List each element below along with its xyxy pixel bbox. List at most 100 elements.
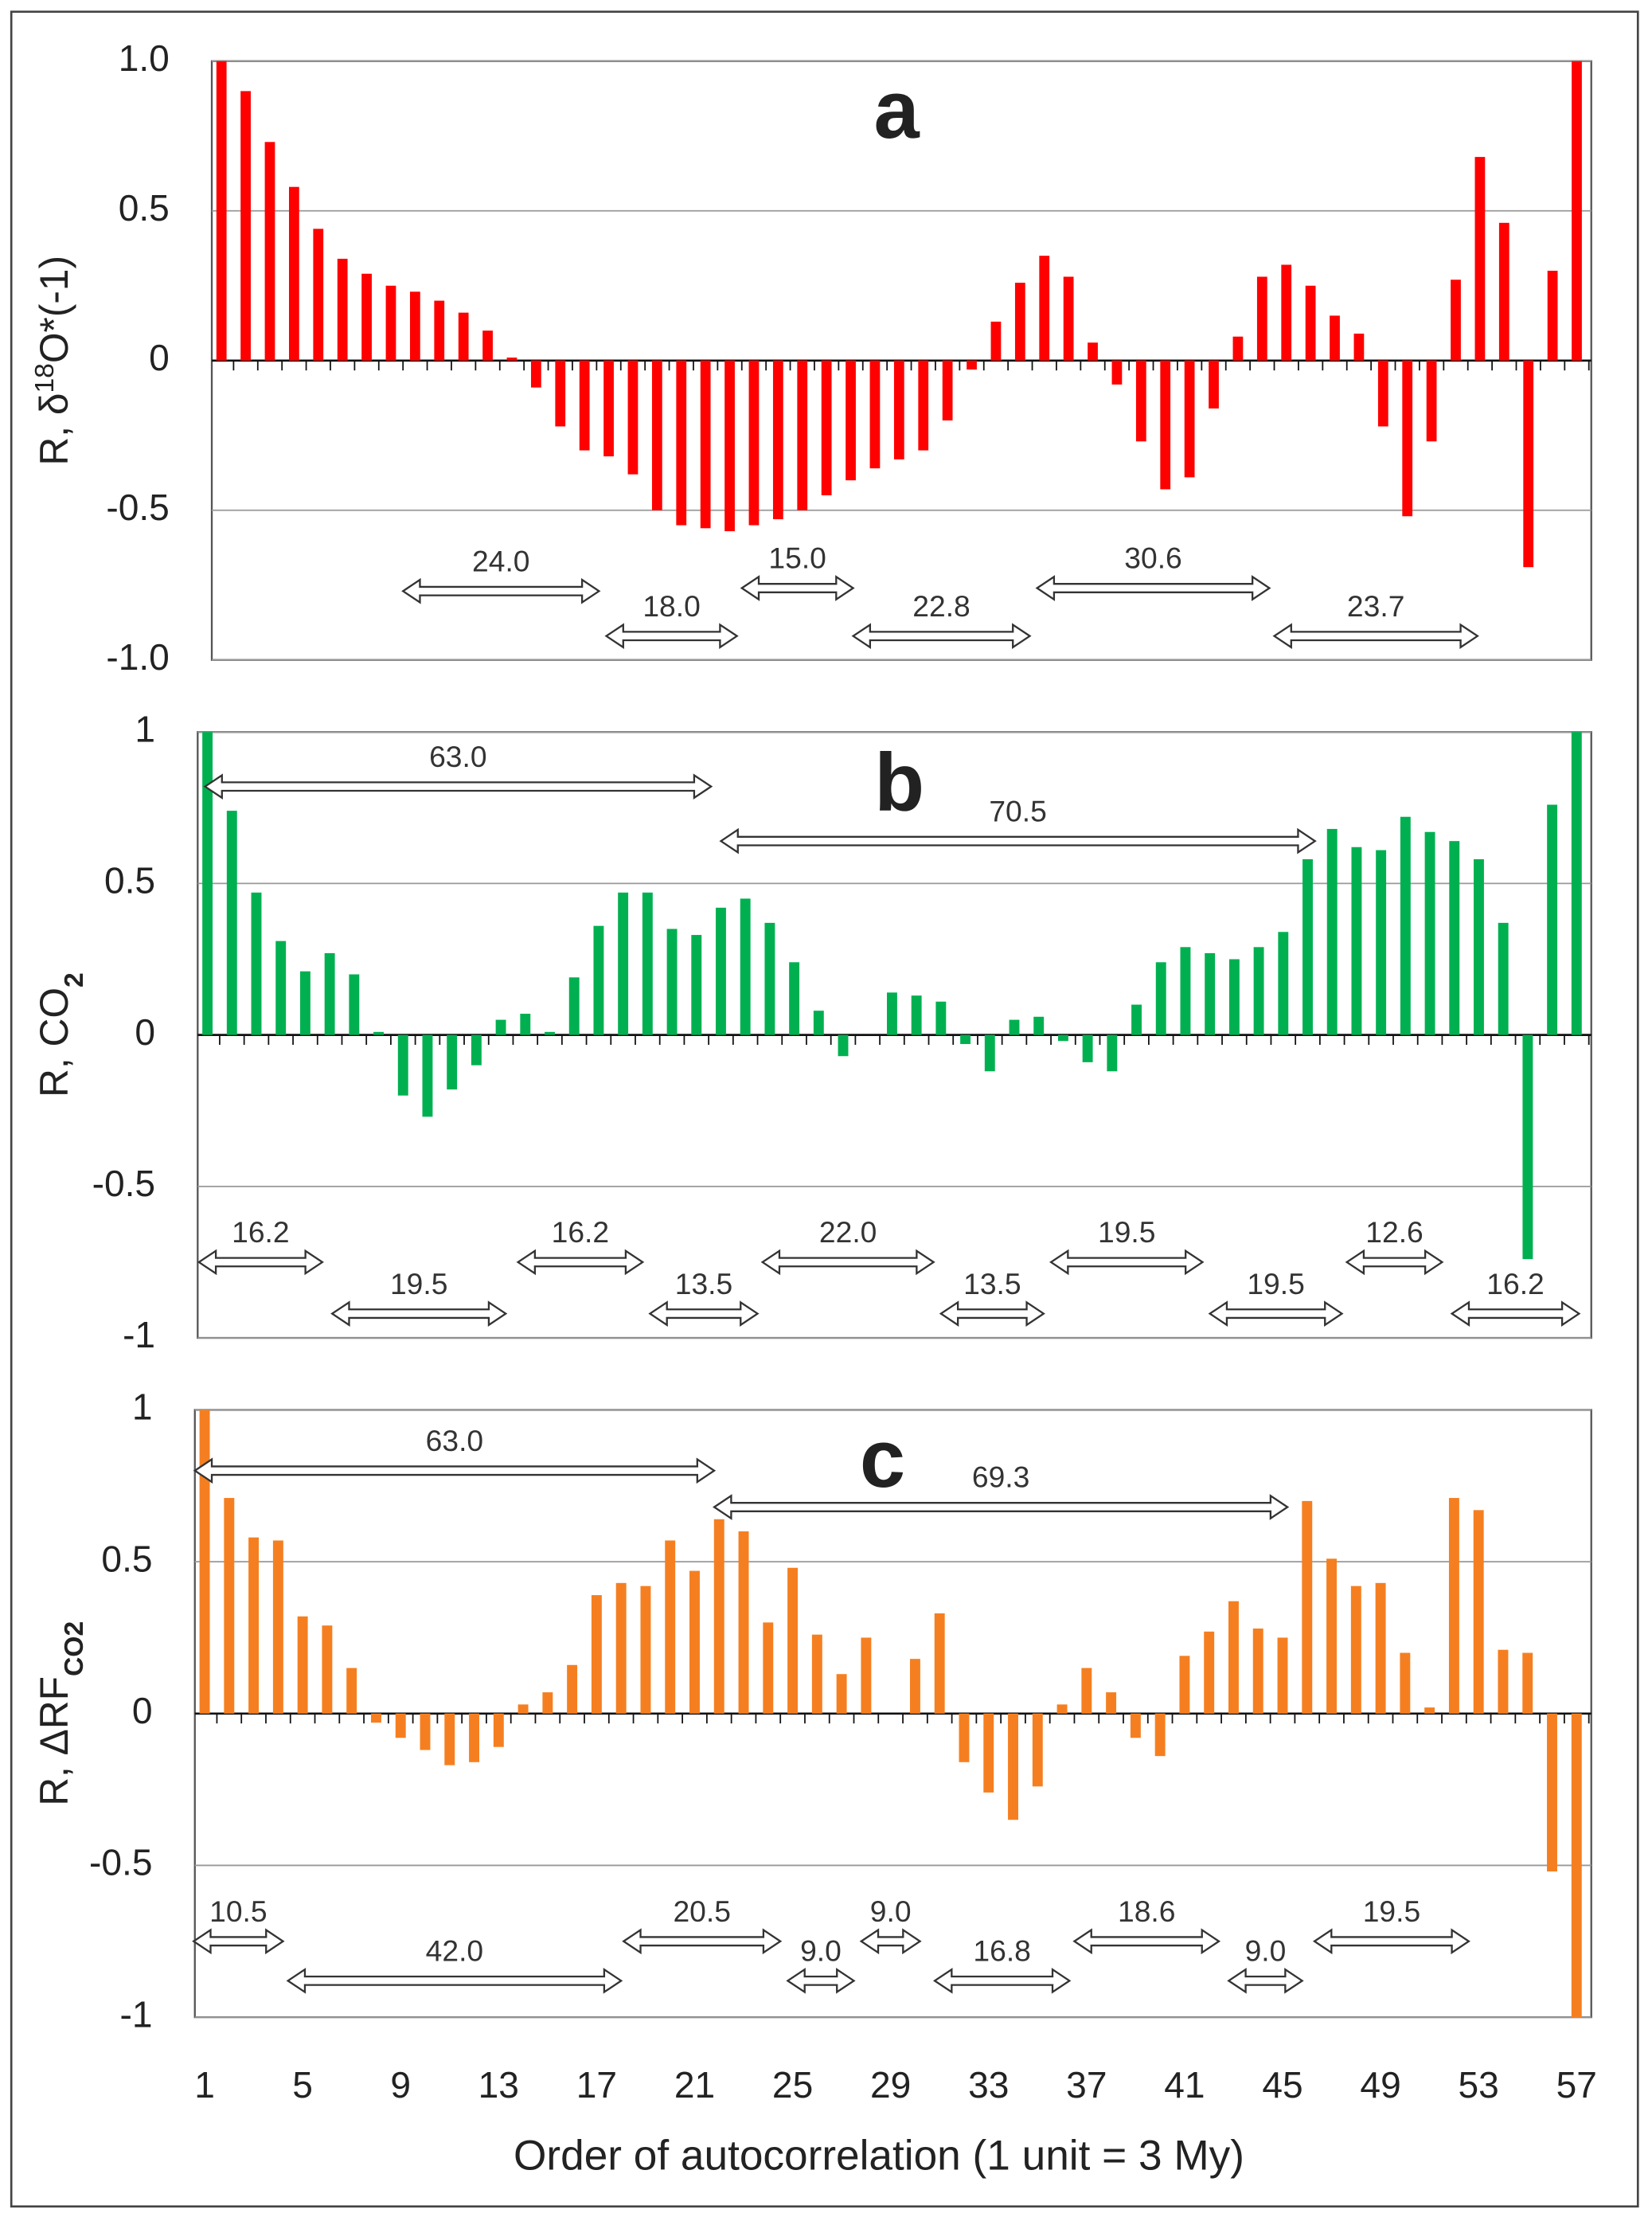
y-tick-label: 0.5 (119, 187, 170, 229)
bar (959, 1713, 970, 1762)
bar (1032, 1713, 1043, 1787)
bar (1449, 841, 1460, 1035)
bar (1081, 1668, 1092, 1714)
bar (1400, 1652, 1411, 1714)
bar (1130, 1713, 1141, 1738)
y-tick-label: 0 (132, 1690, 153, 1731)
bar (1571, 732, 1582, 1035)
bar (1547, 804, 1558, 1035)
span-arrow (932, 1967, 1072, 1994)
bar (990, 321, 1002, 361)
span-arrow (851, 623, 1032, 650)
bar (960, 1034, 971, 1045)
bar (1252, 1629, 1263, 1714)
x-tick-label: 25 (772, 2064, 813, 2106)
bar (1326, 1558, 1338, 1714)
bar (495, 1019, 506, 1035)
span-label: 30.6 (1124, 542, 1181, 575)
span-arrow (286, 1967, 623, 1994)
x-axis-label: Order of autocorrelation (1 unit = 3 My) (514, 2132, 1244, 2179)
x-tick-label: 53 (1459, 2064, 1499, 2106)
span-arrow (1345, 1249, 1444, 1276)
span-label: 12.6 (1365, 1215, 1423, 1249)
x-tick-label: 21 (674, 2064, 715, 2106)
span-label: 13.5 (675, 1267, 732, 1300)
span-label: 19.5 (1363, 1894, 1420, 1928)
bar (1082, 1034, 1093, 1062)
y-tick-label: -0.5 (106, 487, 169, 528)
bar (226, 811, 237, 1035)
bar (918, 360, 929, 451)
bar (385, 285, 396, 361)
bar (909, 1659, 920, 1714)
bar (1474, 157, 1486, 361)
span-label: 24.0 (472, 544, 529, 577)
bar (1451, 280, 1461, 361)
bar (517, 1704, 529, 1714)
span-arrow (1227, 1967, 1304, 1994)
span-label: 9.0 (870, 1894, 912, 1928)
bar (1014, 283, 1025, 361)
bar (1209, 360, 1219, 409)
span-label: 42.0 (426, 1934, 483, 1968)
bar (202, 732, 213, 1035)
panel-letter: a (874, 64, 920, 155)
bar (1302, 858, 1313, 1035)
span-label: 16.8 (973, 1934, 1030, 1968)
bar (542, 1692, 553, 1714)
bar (1498, 222, 1509, 361)
span-label: 19.5 (390, 1267, 447, 1300)
span-label: 15.0 (768, 542, 826, 575)
span-label: 16.2 (1486, 1267, 1544, 1300)
span-arrow (192, 1928, 285, 1955)
span-label: 19.5 (1247, 1267, 1304, 1300)
span-label: 9.0 (800, 1934, 842, 1968)
bar (420, 1713, 431, 1750)
bar (1278, 932, 1289, 1035)
span-arrow (604, 623, 739, 650)
bar (1326, 828, 1338, 1035)
bar (299, 971, 310, 1035)
y-tick-label: 1.0 (119, 37, 170, 79)
bar (1256, 276, 1267, 361)
bar (434, 300, 445, 361)
span-label: 16.2 (552, 1215, 609, 1249)
bar (1106, 1692, 1117, 1714)
bar (555, 360, 566, 427)
bar (567, 1664, 578, 1714)
bar (1232, 336, 1244, 361)
bar (738, 1531, 749, 1714)
bar (422, 1034, 433, 1117)
bar (471, 1034, 482, 1066)
x-tick-label: 9 (390, 2064, 411, 2106)
bar (568, 977, 580, 1035)
bar (724, 360, 735, 532)
x-tick-label: 1 (194, 2064, 215, 2106)
span-label: 9.0 (1245, 1934, 1287, 1968)
bar (1154, 1713, 1166, 1757)
bar (1179, 1656, 1190, 1714)
x-tick-label: 29 (870, 2064, 911, 2106)
bar (324, 952, 335, 1035)
bar (216, 61, 227, 361)
bar (1571, 1713, 1582, 2018)
bar (545, 1031, 555, 1035)
x-tick-label: 13 (478, 2064, 519, 2106)
bar (275, 940, 287, 1035)
bar (248, 1537, 260, 1714)
bar (1353, 333, 1365, 361)
bar (240, 91, 251, 361)
bar (313, 229, 324, 361)
bar (787, 1567, 799, 1714)
span-arrow (516, 1249, 645, 1276)
span-label: 18.6 (1118, 1894, 1175, 1928)
bar (251, 892, 262, 1035)
bar (651, 360, 662, 510)
bar (1033, 1016, 1045, 1035)
y-tick-label: 0.5 (101, 1538, 152, 1579)
bar (1228, 959, 1240, 1035)
bar (627, 360, 639, 475)
bar (1376, 850, 1387, 1035)
y-axis-label: R, CO2 (32, 972, 89, 1097)
